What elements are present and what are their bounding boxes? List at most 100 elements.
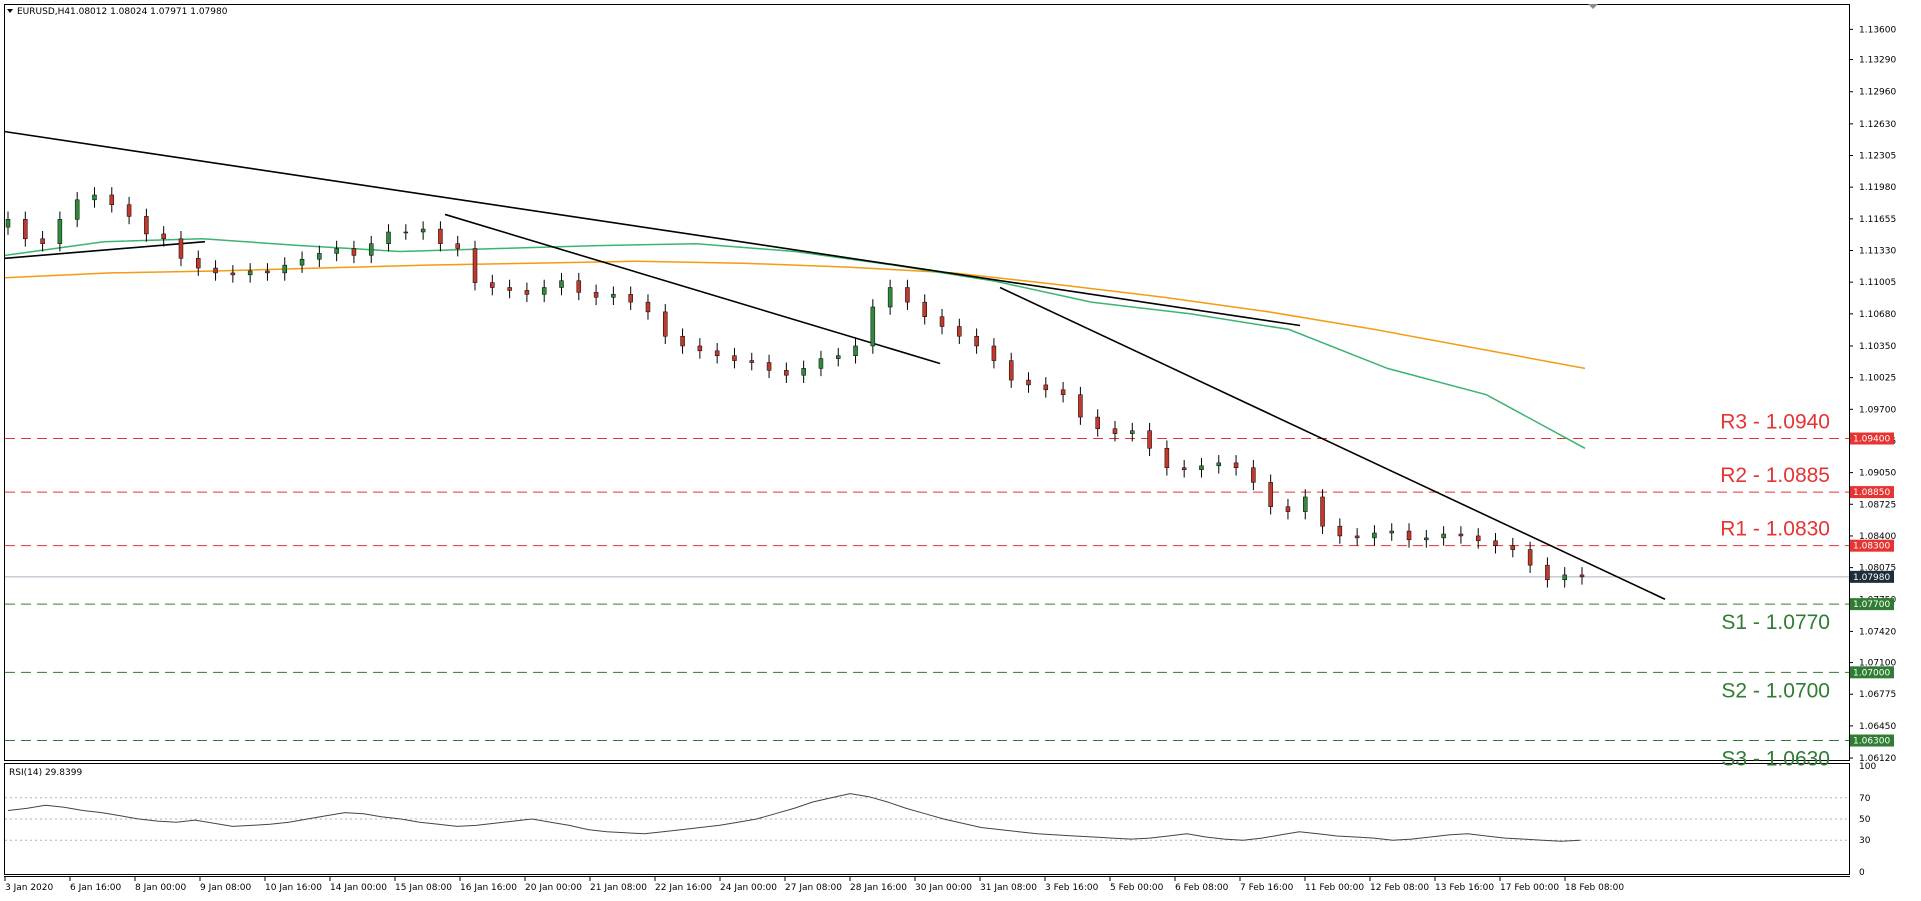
bull-candle [282,264,287,274]
resistance-tag-box [1850,486,1894,499]
moving-averages [4,238,1586,449]
current-price-tag-text: 1.07980 [1853,573,1890,583]
bear-candle [1320,496,1325,527]
price-tick-label: 1.10680 [1859,310,1896,320]
bull-candle [1562,574,1567,581]
price-tick-label: 1.06775 [1859,690,1896,700]
menu-triangle-icon[interactable] [7,9,13,13]
time-tick-label: 16 Jan 16:00 [460,883,517,893]
time-tick-label: 18 Feb 08:00 [1565,883,1624,893]
support-tag-box [1850,734,1894,747]
bear-candle [680,335,685,347]
resistance-label: R1 - 1.0830 [1720,518,1830,541]
price-tick-label: 1.06450 [1859,722,1896,732]
price-axis-ticks: 1.13600 1.13290 1.12960 1.12630 1.12305 1.119… [1849,25,1896,764]
bull-candle [541,287,547,295]
bull-candle [1216,462,1222,467]
bear-candle [40,238,45,244]
time-tick-label: 24 Jan 00:00 [720,883,777,893]
bull-candle [870,306,876,347]
resistance-label: R2 - 1.0885 [1720,464,1830,487]
rsi-tick-label: 30 [1859,836,1871,846]
bull-candle [1441,533,1446,539]
price-tick-label: 1.09050 [1859,469,1896,479]
rsi-label: RSI(14) 29.8399 [9,768,82,778]
bear-candle [974,335,979,347]
time-tick-label: 9 Jan 08:00 [200,883,252,893]
bull-candle [247,270,253,276]
bear-candle [593,292,599,298]
bull-candle [853,345,858,356]
bear-candle [161,233,166,240]
price-tick-label: 1.11005 [1859,278,1896,288]
scroll-triangle-icon[interactable] [1588,4,1598,9]
bear-candle [697,345,703,352]
bear-candle [1337,525,1343,537]
bear-candle [126,204,132,217]
time-tick-label: 8 Jan 00:00 [135,883,187,893]
resistance-tag-text: 1.08850 [1853,488,1890,498]
bear-candle [23,219,28,240]
bull-candle [611,294,616,298]
time-tick-label: 31 Jan 08:00 [980,883,1037,893]
price-tick-label: 1.11655 [1859,215,1896,225]
bear-candle [905,287,910,303]
time-tick-label: 22 Jan 16:00 [655,883,712,893]
bear-candle [1268,482,1273,507]
support-resistance-levels: R3 - 1.0940 R2 - 1.0885 R1 - 1.0830 S1 - 1.… [5,411,1849,771]
bull-candle [74,199,80,220]
bear-candle [1147,430,1152,449]
bull-candle [5,219,11,228]
bear-candle [1008,360,1014,381]
rsi-tick-label: 50 [1859,815,1871,825]
bear-candle [1251,467,1256,483]
bear-candle [991,345,997,361]
bear-candle [1545,564,1550,581]
time-tick-label: 21 Jan 08:00 [590,883,647,893]
time-tick-label: 3 Feb 16:00 [1045,883,1099,893]
bear-candle [663,311,668,337]
price-tick-label: 1.11330 [1859,246,1896,256]
price-tick-label: 1.13600 [1859,25,1896,35]
trendlines [4,130,1666,600]
bull-candle [92,194,97,201]
bear-candle [144,216,149,235]
bear-candle [490,282,495,288]
trendline [999,286,1666,600]
bear-candle [524,290,530,295]
bear-candle [576,280,582,293]
bull-candle [386,231,391,244]
ohlc-values: 1.08012 1.08024 1.07971 1.07980 [70,7,228,17]
time-tick-label: 30 Jan 00:00 [915,883,972,893]
bear-candle [645,301,651,313]
time-tick-label: 6 Jan 16:00 [70,883,122,893]
time-tick-label: 3 Jan 2020 [5,883,53,893]
bull-candle [299,259,305,266]
bear-candle [922,301,927,317]
bull-candle [317,253,322,260]
bear-candle [732,355,737,361]
time-axis-ticks: 3 Jan 2020 6 Jan 16:00 8 Jan 00:00 9 Jan 08… [4,876,1624,893]
support-label: S2 - 1.0700 [1721,679,1830,702]
bear-candle [1112,428,1118,434]
price-tick-label: 1.12305 [1859,152,1896,162]
resistance-tag-text: 1.09400 [1853,435,1890,445]
bear-candle [1078,394,1083,418]
bear-candle [265,270,270,274]
bull-candle [1372,532,1377,539]
rsi-axis-ticks: 100 70 50 30 0 [1859,762,1876,878]
bull-candle [1303,496,1308,512]
bull-candle [1130,430,1135,434]
bull-candle [801,368,806,376]
bull-candle [368,243,374,256]
green-moving-average [4,238,1586,449]
bear-candle [109,194,115,205]
bear-candle [1458,533,1464,537]
bear-candle [1579,574,1585,578]
bear-candle [1095,416,1100,430]
time-tick-label: 20 Jan 00:00 [525,883,582,893]
bear-candle [766,362,772,371]
bear-candle [438,228,443,244]
bear-candle [628,294,633,303]
